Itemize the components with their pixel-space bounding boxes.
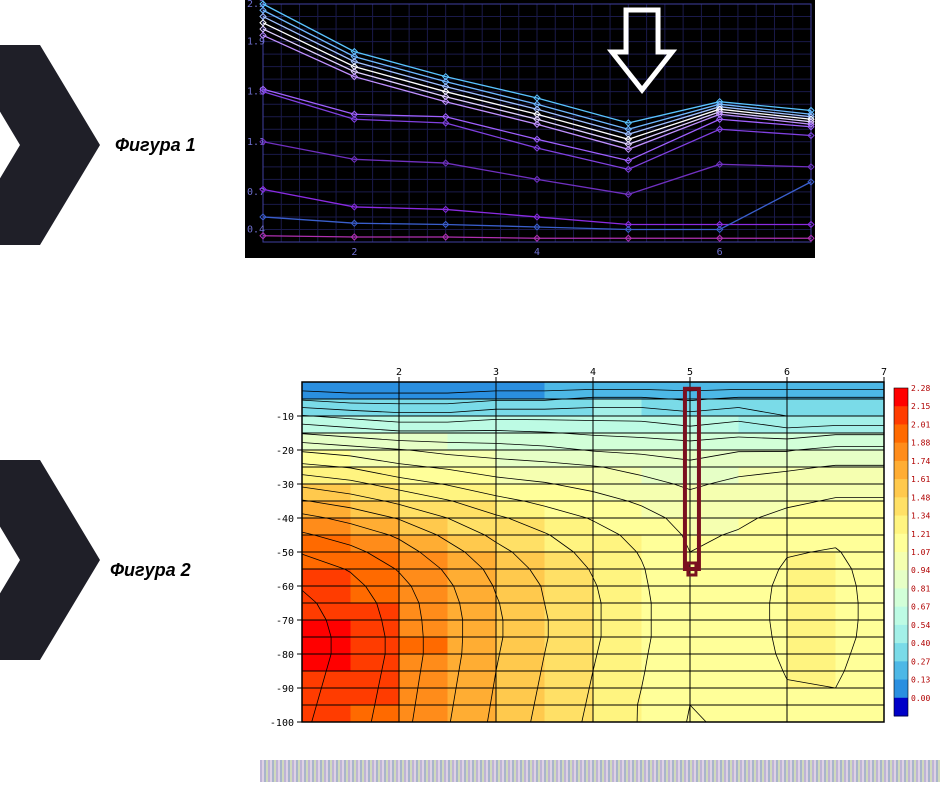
svg-text:4: 4	[534, 247, 540, 258]
svg-text:2.01: 2.01	[911, 420, 930, 429]
svg-text:0.94: 0.94	[911, 566, 930, 575]
svg-text:6: 6	[784, 367, 790, 378]
svg-text:6: 6	[717, 247, 723, 258]
svg-text:0.54: 0.54	[911, 621, 930, 630]
svg-text:0.27: 0.27	[911, 657, 930, 666]
svg-text:0.81: 0.81	[911, 584, 930, 593]
figure1-label: Фигура 1	[115, 135, 196, 156]
svg-text:0.00: 0.00	[911, 694, 930, 703]
svg-text:-80: -80	[276, 650, 294, 661]
svg-text:0.67: 0.67	[911, 603, 930, 612]
svg-text:1.07: 1.07	[911, 548, 930, 557]
svg-text:2: 2	[396, 367, 402, 378]
line-chart: 0.40.71.11.51.92.2246	[245, 0, 815, 258]
svg-text:1.88: 1.88	[911, 439, 930, 448]
svg-text:-30: -30	[276, 480, 294, 491]
svg-text:-50: -50	[276, 548, 294, 559]
svg-text:0.40: 0.40	[911, 639, 930, 648]
svg-text:1.34: 1.34	[911, 512, 930, 521]
chevron-poly	[0, 45, 100, 245]
svg-text:3: 3	[493, 367, 499, 378]
svg-text:-40: -40	[276, 514, 294, 525]
svg-text:-90: -90	[276, 684, 294, 695]
svg-text:7: 7	[881, 367, 887, 378]
svg-text:-10: -10	[276, 412, 294, 423]
svg-text:0.13: 0.13	[911, 676, 930, 685]
svg-text:-100: -100	[270, 718, 294, 729]
svg-text:1.1: 1.1	[247, 137, 265, 148]
svg-text:4: 4	[590, 367, 596, 378]
svg-text:-60: -60	[276, 582, 294, 593]
svg-text:1.21: 1.21	[911, 530, 930, 539]
chevron-shape-2	[0, 460, 100, 660]
svg-text:2.15: 2.15	[911, 402, 930, 411]
svg-text:2.28: 2.28	[911, 384, 930, 393]
svg-text:1.74: 1.74	[911, 457, 930, 466]
svg-text:1.48: 1.48	[911, 493, 930, 502]
noise-strip	[260, 760, 940, 782]
svg-text:-70: -70	[276, 616, 294, 627]
chevron-shape-1	[0, 45, 100, 245]
svg-text:5: 5	[687, 367, 693, 378]
svg-text:1.61: 1.61	[911, 475, 930, 484]
figure2-label: Фигура 2	[110, 560, 191, 581]
svg-text:2: 2	[351, 247, 357, 258]
svg-text:-20: -20	[276, 446, 294, 457]
chevron-poly	[0, 460, 100, 660]
contour-heatmap: 2 3 4 5 6 7 -10 -20 -30 -40 -50 -60 -70 -80 -90 -100 2.2…	[260, 364, 940, 730]
